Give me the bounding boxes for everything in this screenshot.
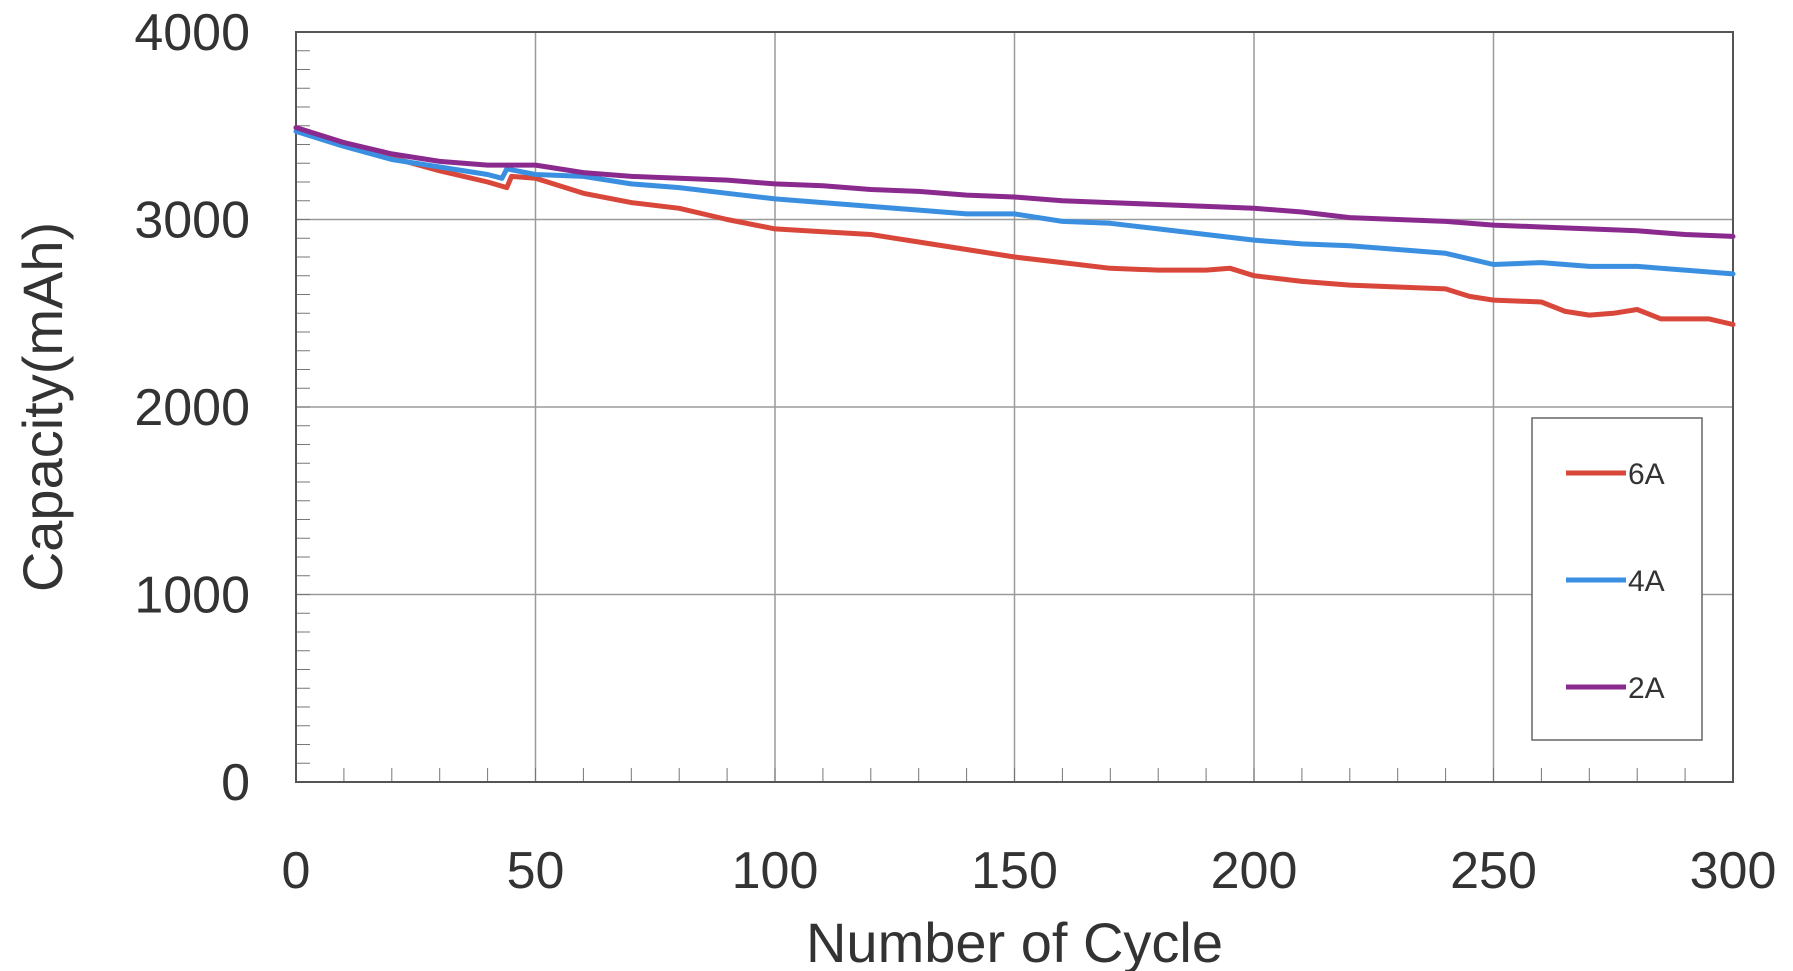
y-tick-label: 0 — [221, 754, 250, 812]
series-line-4A — [293, 128, 1736, 277]
x-tick-label: 100 — [732, 842, 819, 900]
series-line-6A — [293, 125, 1736, 327]
y-tick-labels: 0 1000 2000 3000 4000 — [134, 4, 250, 812]
y-tick-label: 1000 — [134, 567, 250, 625]
x-axis-title: Number of Cycle — [806, 911, 1223, 971]
legend-label-4A: 4A — [1628, 565, 1665, 598]
x-tick-label: 50 — [507, 842, 565, 900]
x-tick-label: 300 — [1690, 842, 1777, 900]
x-tick-label: 0 — [282, 842, 311, 900]
x-tick-labels: 0 50 100 150 200 250 300 — [282, 842, 1777, 900]
y-tick-label: 4000 — [134, 4, 250, 62]
y-tick-label: 2000 — [134, 379, 250, 437]
series-line-2A — [293, 125, 1736, 239]
legend: 6A 4A 2A — [1531, 417, 1703, 741]
y-tick-label: 3000 — [134, 192, 250, 250]
legend-label-2A: 2A — [1628, 672, 1665, 705]
plot-frame — [295, 31, 1734, 783]
series-lines — [293, 125, 1736, 327]
x-tick-label: 250 — [1450, 842, 1537, 900]
y-axis-title: Capacity(mAh) — [11, 222, 74, 592]
x-tick-label: 200 — [1211, 842, 1298, 900]
legend-label-6A: 6A — [1628, 458, 1665, 491]
x-tick-label: 150 — [971, 842, 1058, 900]
